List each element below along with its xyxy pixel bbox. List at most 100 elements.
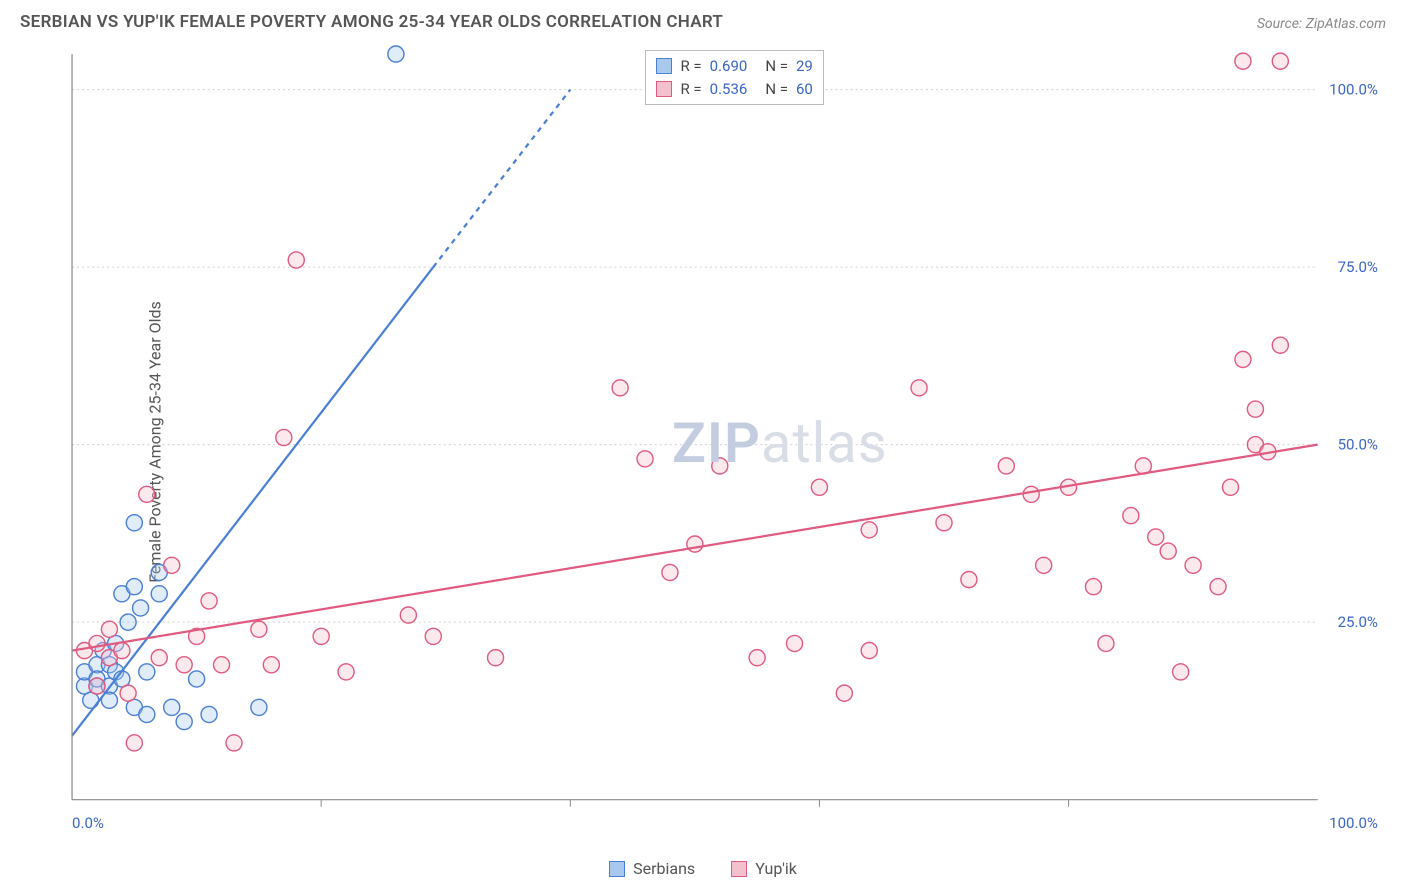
yupik-marker [1173,664,1189,680]
serbians-marker [251,699,267,715]
yupik-marker [1148,529,1164,545]
y-tick-label: 50.0% [1338,436,1378,454]
x-tick-label: 100.0% [1329,814,1378,832]
yupik-marker [1160,543,1176,559]
serbians-marker [151,586,167,602]
y-tick-label: 25.0% [1338,613,1378,631]
yupik-marker [263,657,279,673]
yupik-marker [176,657,192,673]
n-value: 29 [796,55,813,78]
yupik-trendline [72,445,1318,651]
yupik-marker [276,429,292,445]
yupik-marker [1210,579,1226,595]
yupik-marker [213,657,229,673]
source-label: Source: [1257,16,1302,32]
yupik-marker [1235,53,1251,69]
yupik-marker [998,458,1014,474]
yupik-marker [120,685,136,701]
legend-label: Yup'ik [755,859,797,878]
serbians-marker [126,579,142,595]
stats-box: R = 0.690 N = 29 R = 0.536 N = 60 [645,50,823,105]
y-tick-label: 100.0% [1329,81,1378,99]
x-tick-label: 0.0% [72,814,104,832]
yupik-marker [425,628,441,644]
source: Source: ZipAtlas.com [1257,16,1386,32]
serbians-marker [176,714,192,730]
chart-title: SERBIAN VS YUP'IK FEMALE POVERTY AMONG 2… [20,12,723,32]
yupik-marker [1222,479,1238,495]
yupik-marker [126,735,142,751]
yupik-marker [1123,508,1139,524]
serbians-marker [120,614,136,630]
r-label: R = [680,55,701,78]
serbians-marker [139,664,155,680]
serbians-marker [201,706,217,722]
yupik-marker [1247,401,1263,417]
yupik-marker [712,458,728,474]
yupik-marker [1272,53,1288,69]
yupik-marker [1185,557,1201,573]
yupik-legend-swatch [731,861,747,877]
yupik-marker [1235,351,1251,367]
yupik-marker [164,557,180,573]
stats-row: R = 0.536 N = 60 [656,78,812,101]
serbians-swatch [656,58,672,74]
serbians-trendline [72,267,433,736]
legend-item: Serbians [609,859,695,878]
yupik-marker [338,664,354,680]
chart-area: Female Poverty Among 25-34 Year Olds ZIP… [48,44,1388,840]
stats-row: R = 0.690 N = 29 [656,55,812,78]
r-label: R = [680,78,701,101]
serbians-marker [139,706,155,722]
yupik-marker [936,515,952,531]
yupik-marker [811,479,827,495]
n-value: 60 [796,78,813,101]
r-value: 0.690 [710,55,748,78]
y-tick-label: 75.0% [1338,258,1378,276]
yupik-marker [749,650,765,666]
yupik-marker [89,678,105,694]
serbians-marker [164,699,180,715]
bottom-legend: Serbians Yup'ik [0,859,1406,878]
yupik-swatch [656,81,672,97]
yupik-marker [786,635,802,651]
serbians-marker [133,600,149,616]
yupik-marker [313,628,329,644]
yupik-marker [151,650,167,666]
serbians-legend-swatch [609,861,625,877]
yupik-marker [400,607,416,623]
yupik-marker [861,522,877,538]
legend-item: Yup'ik [731,859,797,878]
yupik-marker [911,380,927,396]
r-value: 0.536 [710,78,748,101]
legend-label: Serbians [633,859,695,878]
n-label: N = [765,78,788,101]
yupik-marker [1098,635,1114,651]
yupik-marker [961,571,977,587]
yupik-marker [836,685,852,701]
yupik-marker [89,635,105,651]
yupik-marker [201,593,217,609]
yupik-marker [1023,486,1039,502]
n-label: N = [765,55,788,78]
yupik-marker [1036,557,1052,573]
yupik-marker [488,650,504,666]
yupik-marker [101,621,117,637]
serbians-trendline-dash [433,90,570,268]
plot: ZIPatlas 25.0%50.0%75.0%100.0%0.0%100.0%… [62,44,1388,840]
yupik-marker [226,735,242,751]
source-name: ZipAtlas.com [1306,16,1386,32]
yupik-marker [114,643,130,659]
serbians-marker [189,671,205,687]
yupik-marker [637,451,653,467]
yupik-marker [612,380,628,396]
yupik-marker [288,252,304,268]
serbians-marker [388,46,404,62]
yupik-marker [139,486,155,502]
yupik-marker [662,564,678,580]
yupik-marker [251,621,267,637]
plot-svg: 25.0% 50.0% 75.0% 100.0% 0.0% 100.0% [62,44,1388,840]
serbians-marker [126,515,142,531]
yupik-marker [1085,579,1101,595]
yupik-marker [1272,337,1288,353]
